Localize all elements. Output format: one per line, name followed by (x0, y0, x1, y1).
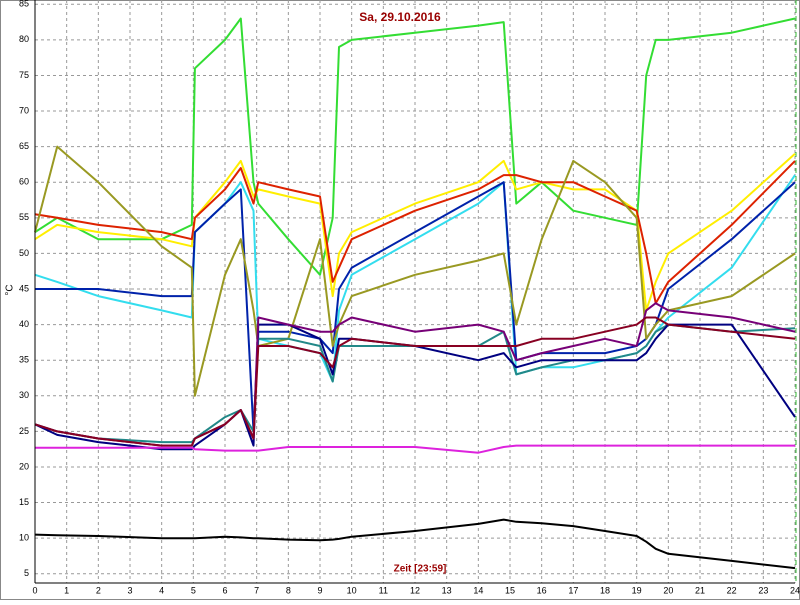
x-tick-label: 4 (159, 585, 164, 595)
y-tick-label: 55 (19, 212, 29, 222)
x-tick-label: 2 (96, 585, 101, 595)
y-tick-label: 15 (19, 497, 29, 507)
x-tick-label: 16 (537, 585, 547, 595)
y-axis-label: °C (5, 284, 16, 295)
x-tick-label: 19 (632, 585, 642, 595)
x-axis-label: Zeit [23:59] (394, 564, 447, 575)
y-tick-label: 5 (24, 568, 29, 578)
y-tick-label: 70 (19, 105, 29, 115)
x-tick-label: 8 (286, 585, 291, 595)
x-tick-label: 1 (64, 585, 69, 595)
x-tick-label: 5 (191, 585, 196, 595)
x-tick-label: 7 (254, 585, 259, 595)
series-line (34, 316, 796, 447)
x-tick-label: 18 (600, 585, 610, 595)
grid (34, 0, 796, 583)
x-tick-label: 10 (347, 585, 357, 595)
y-tick-label: 80 (19, 34, 29, 44)
x-tick-label: 13 (442, 585, 452, 595)
x-tick-label: 14 (473, 585, 483, 595)
y-tick-label: 40 (19, 319, 29, 329)
x-tick-label: 22 (727, 585, 737, 595)
y-tick-label: 85 (19, 0, 29, 9)
y-tick-label: 35 (19, 355, 29, 365)
chart-title: Sa, 29.10.2016 (359, 10, 441, 24)
x-tick-label: 20 (663, 585, 673, 595)
x-tick-label: 6 (222, 585, 227, 595)
y-tick-label: 75 (19, 70, 29, 80)
y-tick-label: 65 (19, 141, 29, 151)
x-tick-label: 9 (317, 585, 322, 595)
y-tick-label: 45 (19, 283, 29, 293)
lines (34, 17, 796, 570)
y-tick-label: 20 (19, 461, 29, 471)
x-tick-label: 11 (379, 585, 388, 595)
series-line (35, 181, 796, 433)
series-line (34, 518, 796, 570)
series-line (34, 145, 796, 397)
y-tick-label: 10 (19, 533, 29, 543)
x-tick-label: 0 (32, 585, 37, 595)
x-tick-label: 12 (410, 585, 420, 595)
series-line (35, 444, 795, 454)
x-tick-label: 15 (505, 585, 515, 595)
x-tick-label: 23 (758, 585, 768, 595)
series-line (34, 17, 796, 276)
y-tick-label: 25 (19, 426, 29, 436)
y-tick-label: 50 (19, 248, 29, 258)
y-tick-label: 60 (19, 177, 29, 187)
x-tick-label: 17 (568, 585, 578, 595)
x-tick-label: 3 (127, 585, 132, 595)
x-tick-label: 21 (695, 585, 705, 595)
y-tick-label: 30 (19, 390, 29, 400)
x-tick-label: 24 (790, 585, 800, 595)
series-line (34, 160, 796, 305)
